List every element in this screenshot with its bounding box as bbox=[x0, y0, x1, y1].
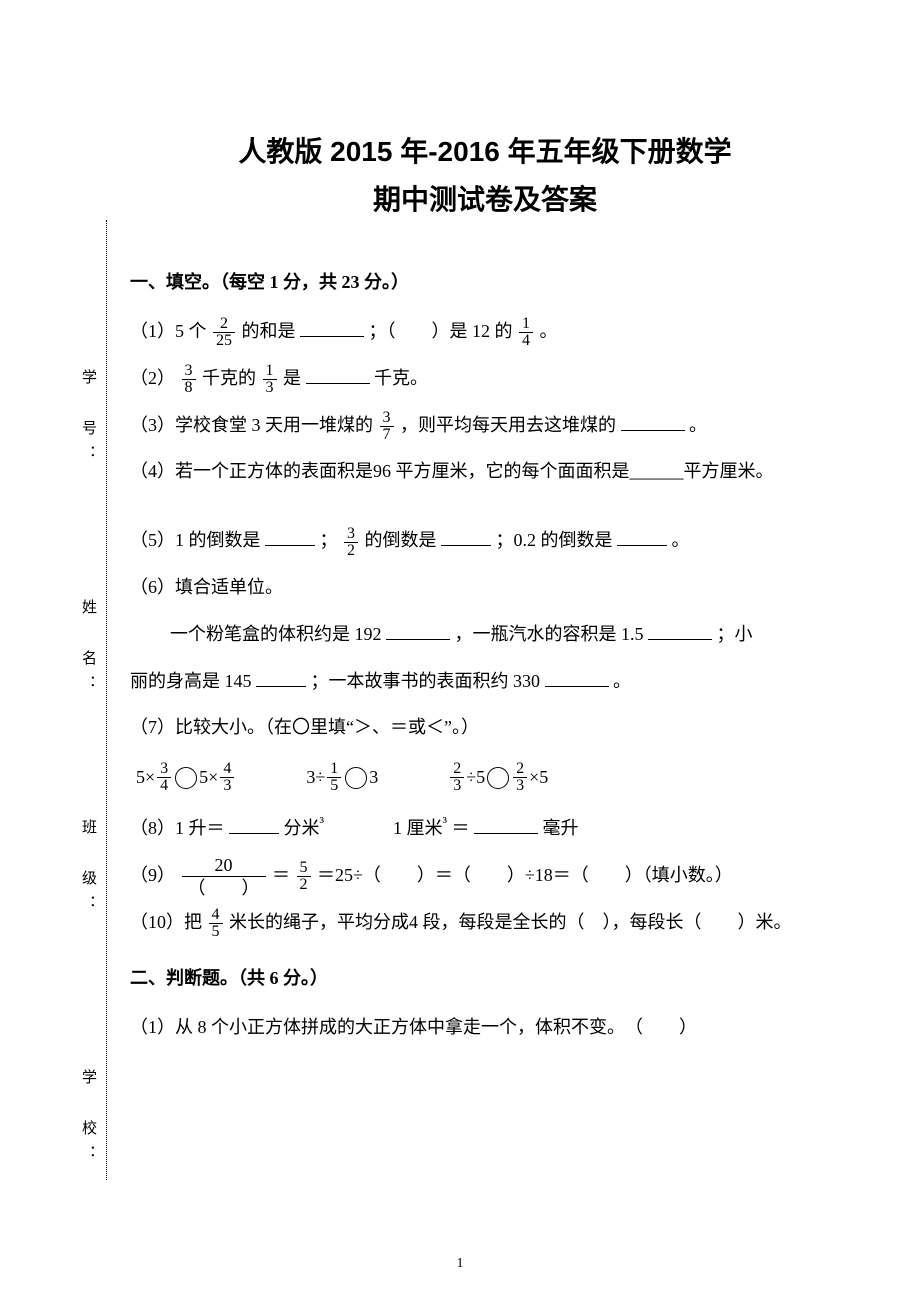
q6-l2-a: 丽的身高是 145 bbox=[130, 671, 252, 691]
q8-sup1: ³ bbox=[320, 815, 325, 831]
q5-text-b: ； bbox=[320, 530, 338, 550]
q8-sup2: ³ bbox=[443, 815, 448, 831]
label-school: 学 校： bbox=[78, 1069, 99, 1170]
q6-l2-b: ；一本故事书的表面积约 330 bbox=[311, 671, 541, 691]
q1-frac2: 1 4 bbox=[519, 316, 533, 349]
q9-bigfrac: 20 （ ） bbox=[182, 856, 266, 897]
q8-blank1 bbox=[229, 816, 279, 834]
q1-text-b: 的和是 bbox=[242, 321, 296, 341]
section1-header: 一、填空。（每空 1 分，共 23 分。） bbox=[130, 268, 840, 294]
q1-text-a: （1）5 个 bbox=[130, 321, 207, 341]
q3-frac1: 3 7 bbox=[380, 410, 394, 443]
binding-strip: 学 号： 姓 名： 班 级： 学 校： bbox=[84, 220, 114, 1180]
q5-text-e: 。 bbox=[672, 530, 690, 550]
q6-header: （6）填合适单位。 bbox=[130, 564, 840, 611]
section2-header: 二、判断题。（共 6 分。） bbox=[130, 964, 840, 990]
q10-frac: 4 5 bbox=[209, 907, 223, 940]
q7-item3: 23 ÷5 23 ×5 bbox=[448, 761, 548, 794]
q7-header: （7）比较大小。（在〇里填“＞、＝或＜”。） bbox=[130, 704, 840, 751]
title-line2: 期中测试卷及答案 bbox=[130, 178, 840, 218]
q7-row: 5× 34 5× 43 3÷ 15 3 23 ÷5 23 ×5 bbox=[136, 761, 840, 794]
q4: （4）若一个正方体的表面积是96 平方厘米，它的每个面面积是______平方厘米… bbox=[130, 448, 840, 495]
q6-line1: 一个粉笔盒的体积约是 192 ，一瓶汽水的容积是 1.5 ；小 bbox=[130, 611, 840, 658]
q7-item1: 5× 34 5× 43 bbox=[136, 761, 236, 794]
q9-c: ＝25÷（ ）＝（ ）÷18＝（ ）（填小数。） bbox=[317, 865, 733, 885]
q6-blank4 bbox=[545, 669, 609, 687]
q5-blank3 bbox=[617, 528, 667, 546]
q3-blank1 bbox=[621, 413, 685, 431]
q8-a: （8）1 升＝ bbox=[130, 818, 225, 838]
q5-blank2 bbox=[441, 528, 491, 546]
label-class: 班 级： bbox=[78, 819, 99, 920]
compare-circle-3 bbox=[487, 767, 509, 789]
q8-d: ＝ bbox=[452, 818, 470, 838]
q3-text-b: ，则平均每天用去这堆煤的 bbox=[400, 415, 616, 435]
page-number: 1 bbox=[457, 1256, 464, 1272]
compare-circle-2 bbox=[345, 767, 367, 789]
q9-frac: 5 2 bbox=[297, 860, 311, 893]
q6-l1-b: ，一瓶汽水的容积是 1.5 bbox=[455, 624, 644, 644]
q5-text-d: ；0.2 的倒数是 bbox=[496, 530, 613, 550]
q9-a: （9） bbox=[130, 865, 175, 885]
q3-text-a: （3）学校食堂 3 天用一堆煤的 bbox=[130, 415, 373, 435]
q6-l2-c: 。 bbox=[613, 671, 631, 691]
q9-b: ＝ bbox=[272, 865, 290, 885]
q8-blank2 bbox=[474, 816, 538, 834]
q2-frac1: 3 8 bbox=[182, 363, 196, 396]
q6-blank1 bbox=[386, 622, 450, 640]
q8: （8）1 升＝ 分米³ 1 厘米³ ＝ 毫升 bbox=[130, 804, 840, 852]
q2-text-a: （2） bbox=[130, 368, 175, 388]
q2-text-b: 千克的 bbox=[202, 368, 256, 388]
q6-blank3 bbox=[256, 669, 306, 687]
label-student-id: 学 号： bbox=[78, 369, 99, 470]
title-line1: 人教版 2015 年-2016 年五年级下册数学 bbox=[130, 130, 840, 170]
q1-blank1 bbox=[300, 319, 364, 337]
q8-e: 毫升 bbox=[543, 818, 579, 838]
q8-c: 1 厘米 bbox=[393, 818, 443, 838]
q10-a: （10）把 bbox=[130, 912, 202, 932]
q5: （5）1 的倒数是 ； 3 2 的倒数是 ；0.2 的倒数是 。 bbox=[130, 517, 840, 564]
q8-b: 分米 bbox=[284, 818, 320, 838]
q2: （2） 3 8 千克的 1 3 是 千克。 bbox=[130, 355, 840, 402]
q3-text-c: 。 bbox=[689, 415, 707, 435]
compare-circle-1 bbox=[175, 767, 197, 789]
title-block: 人教版 2015 年-2016 年五年级下册数学 期中测试卷及答案 bbox=[130, 130, 840, 218]
label-name: 姓 名： bbox=[78, 599, 99, 700]
q6-line2: 丽的身高是 145 ；一本故事书的表面积约 330 。 bbox=[130, 658, 840, 705]
q9: （9） 20 （ ） ＝ 5 2 ＝25÷（ ）＝（ ）÷18＝（ ）（填小数。… bbox=[130, 852, 840, 899]
q5-text-a: （5）1 的倒数是 bbox=[130, 530, 261, 550]
q10: （10）把 4 5 米长的绳子，平均分成4 段，每段是全长的（ ），每段长（ ）… bbox=[130, 899, 840, 946]
q1: （1）5 个 2 25 的和是 ；（ ）是 12 的 1 4 。 bbox=[130, 308, 840, 355]
q10-b: 米长的绳子，平均分成4 段，每段是全长的（ ），每段长（ ）米。 bbox=[229, 912, 792, 932]
q2-blank1 bbox=[306, 366, 370, 384]
q1-text-d: 。 bbox=[540, 321, 558, 341]
s2-q1: （1）从 8 个小正方体拼成的大正方体中拿走一个，体积不变。 （ ） bbox=[130, 1004, 840, 1051]
q2-text-d: 千克。 bbox=[374, 368, 428, 388]
q6-blank2 bbox=[648, 622, 712, 640]
q6-l1-a: 一个粉笔盒的体积约是 192 bbox=[170, 624, 382, 644]
q6-l1-c: ；小 bbox=[717, 624, 753, 644]
q5-text-c: 的倒数是 bbox=[365, 530, 437, 550]
q5-blank1 bbox=[265, 528, 315, 546]
q3: （3）学校食堂 3 天用一堆煤的 3 7 ，则平均每天用去这堆煤的 。 bbox=[130, 402, 840, 449]
binding-dots bbox=[106, 220, 107, 1180]
q1-frac1: 2 25 bbox=[213, 316, 235, 349]
q1-text-c: ；（ ）是 12 的 bbox=[369, 321, 513, 341]
q2-frac2: 1 3 bbox=[263, 363, 277, 396]
q7-item2: 3÷ 15 3 bbox=[306, 761, 378, 794]
q2-text-c: 是 bbox=[283, 368, 301, 388]
exam-page: 人教版 2015 年-2016 年五年级下册数学 期中测试卷及答案 一、填空。（… bbox=[0, 0, 920, 1090]
q5-frac: 3 2 bbox=[344, 526, 358, 559]
